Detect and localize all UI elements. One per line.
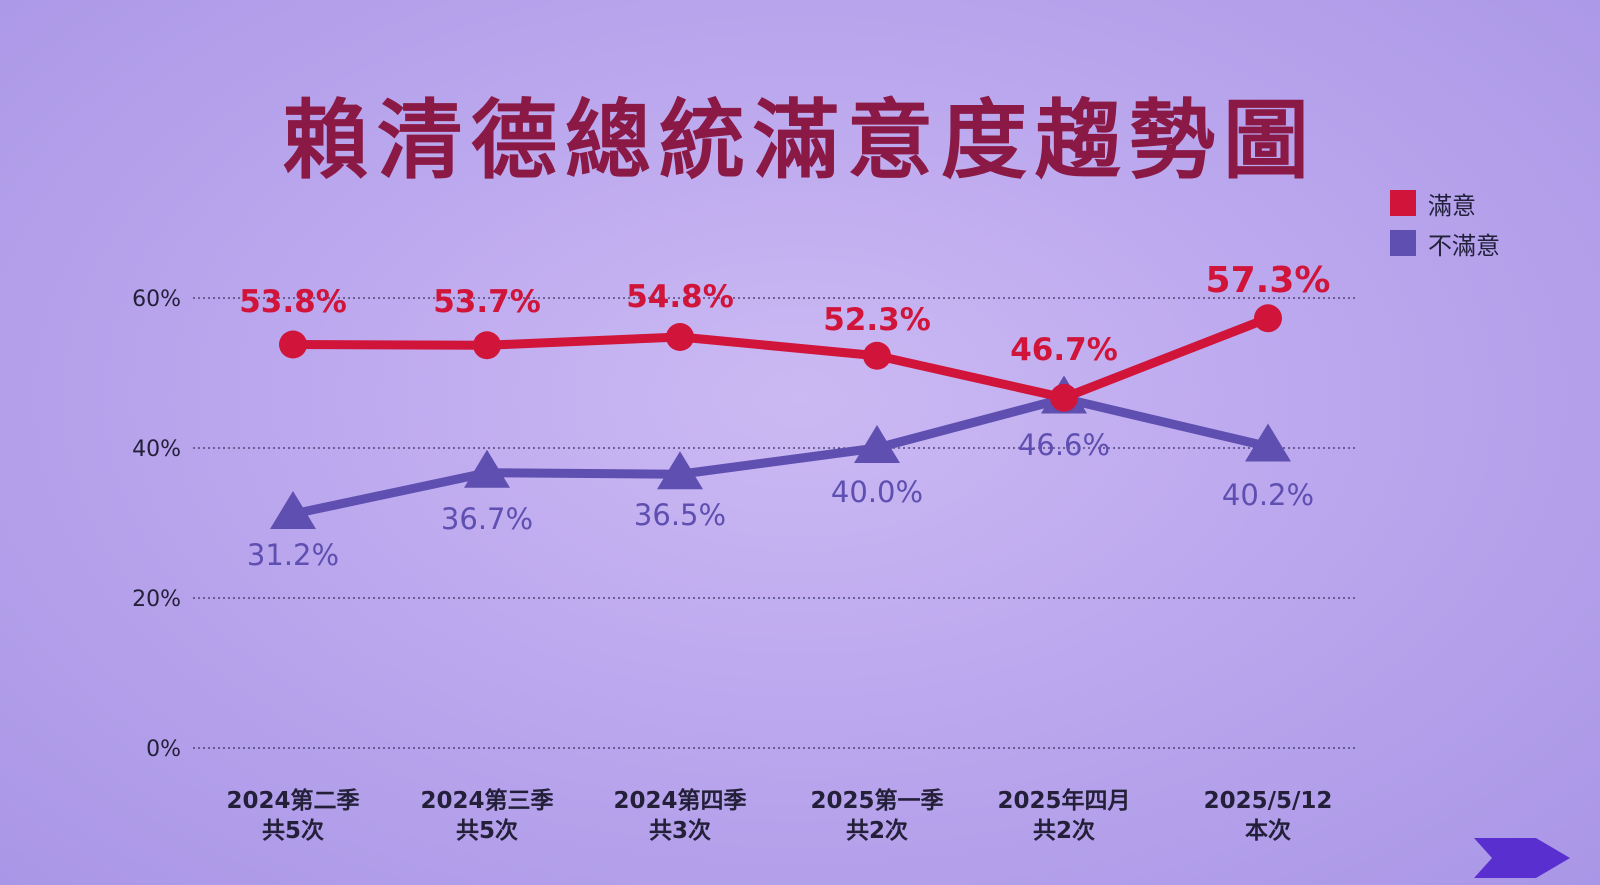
y-tick-label: 40% [132, 437, 181, 462]
data-label-satisfied: 57.3% [1206, 260, 1331, 301]
y-tick-label: 20% [132, 587, 181, 612]
point-satisfied [1254, 304, 1282, 333]
x-tick-sublabel: 共3次 [649, 817, 711, 844]
series-line-dissatisfied [288, 394, 1273, 519]
data-label-dissatisfied: 40.0% [831, 475, 923, 509]
x-tick-label: 2024第四季 [613, 787, 746, 814]
legend-label-dissatisfied: 不滿意 [1428, 231, 1500, 260]
x-tick-sublabel: 共5次 [262, 817, 324, 844]
legend-swatch-satisfied [1390, 190, 1416, 216]
data-label-satisfied: 46.7% [1010, 332, 1118, 368]
legend: 滿意 不滿意 [1390, 183, 1500, 263]
legend-item-dissatisfied: 不滿意 [1390, 223, 1500, 263]
data-label-dissatisfied: 36.5% [634, 498, 726, 532]
data-label-dissatisfied: 31.2% [247, 538, 339, 572]
point-dissatisfied [657, 451, 703, 490]
x-tick-sublabel: 共2次 [846, 817, 908, 844]
y-tick-label: 60% [132, 287, 181, 312]
x-tick-label: 2024第三季 [420, 787, 553, 814]
point-satisfied [279, 330, 307, 359]
data-label-satisfied: 53.8% [239, 284, 347, 320]
legend-swatch-dissatisfied [1390, 230, 1416, 256]
point-dissatisfied [1245, 423, 1291, 462]
point-satisfied [666, 323, 694, 351]
point-satisfied [863, 341, 891, 370]
legend-label-satisfied: 滿意 [1428, 191, 1476, 220]
point-dissatisfied [854, 425, 900, 463]
point-dissatisfied [270, 491, 316, 529]
x-tick-sublabel: 共2次 [1033, 817, 1095, 844]
x-tick-sublabel: 本次 [1245, 817, 1291, 844]
data-label-satisfied: 54.8% [626, 279, 734, 315]
point-dissatisfied [464, 449, 510, 488]
y-tick-label: 0% [146, 737, 181, 762]
x-tick-label: 2024第二季 [226, 787, 359, 814]
point-satisfied [1050, 383, 1078, 412]
data-label-dissatisfied: 36.7% [441, 502, 533, 536]
x-tick-label: 2025年四月 [997, 787, 1130, 814]
point-satisfied [473, 331, 501, 360]
x-tick-label: 2025第一季 [810, 787, 943, 814]
chart-title: 賴清德總統滿意度趨勢圖 [283, 91, 1317, 191]
x-tick-sublabel: 共5次 [456, 817, 518, 844]
series-line-satisfied [288, 313, 1273, 403]
data-label-satisfied: 52.3% [823, 302, 931, 338]
data-label-satisfied: 53.7% [433, 284, 541, 320]
next-arrow-icon[interactable] [1474, 836, 1574, 880]
data-label-dissatisfied: 46.6% [1018, 428, 1110, 462]
data-label-dissatisfied: 40.2% [1222, 478, 1314, 512]
x-tick-label: 2025/5/12 [1204, 788, 1333, 814]
legend-item-satisfied: 滿意 [1390, 183, 1500, 223]
